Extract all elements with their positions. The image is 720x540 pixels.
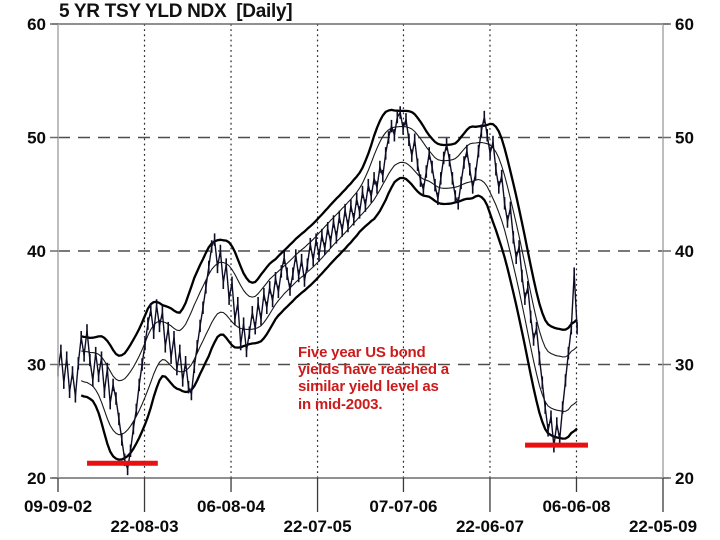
x-axis-label: 22-06-07 (456, 517, 524, 536)
x-axis-label: 09-09-02 (24, 497, 92, 516)
inner-band-line (80, 161, 578, 436)
y-axis-label-right: 30 (675, 356, 694, 375)
y-axis-label-left: 30 (27, 356, 46, 375)
y-axis-label-right: 20 (675, 469, 694, 488)
y-axis-label-right: 50 (675, 129, 694, 148)
y-axis-label-left: 20 (27, 469, 46, 488)
y-axis-label-left: 40 (27, 242, 46, 261)
annotation-line: Five year US bond (298, 344, 426, 361)
x-axis-label: 22-07-05 (284, 517, 352, 536)
y-axis-label-left: 50 (27, 129, 46, 148)
y-axis: 60 60 50 50 40 40 30 30 20 20 (27, 15, 694, 488)
x-axis: 09-09-02 22-08-03 06-08-04 22-07-05 07-07-06… (24, 478, 697, 536)
x-axis-label: 22-05-09 (629, 517, 697, 536)
y-axis-label-right: 40 (675, 242, 694, 261)
price-line (57, 111, 578, 470)
x-axis-label: 22-08-03 (110, 517, 178, 536)
price-series (57, 106, 578, 476)
highlight-marks (87, 442, 588, 466)
outer-band-line (81, 108, 578, 357)
annotation-line: in mid-2003. (298, 395, 383, 413)
chart-title: 5 YR TSY YLD NDX [Daily] (59, 1, 293, 22)
annotation-text-block: Five year US bond yields have reached a si… (298, 344, 478, 413)
x-axis-label: 06-08-04 (197, 497, 266, 516)
y-axis-label-right: 60 (675, 15, 694, 34)
y-axis-label-left: 60 (27, 15, 46, 34)
annotation-line: similar yield level as (298, 378, 439, 396)
x-axis-label: 06-06-08 (542, 497, 610, 516)
x-axis-label: 07-07-06 (369, 497, 437, 516)
outer-band-line (80, 176, 578, 461)
annotation-line: yields have reached a (298, 361, 449, 379)
